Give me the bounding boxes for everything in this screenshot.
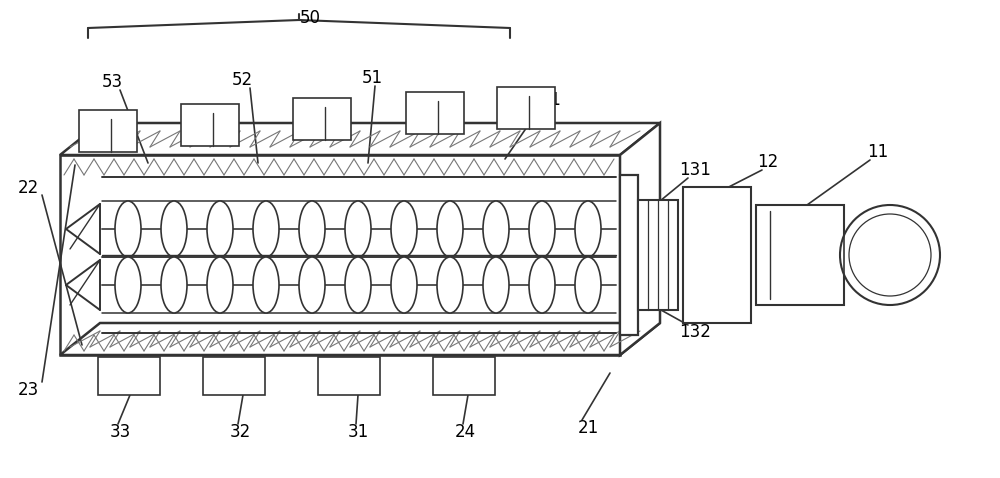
Ellipse shape (437, 257, 463, 313)
Text: 211: 211 (530, 91, 562, 109)
Ellipse shape (437, 201, 463, 257)
Text: 11: 11 (867, 143, 889, 161)
Bar (79, 110, 137, 152)
Bar (683, 187, 751, 323)
Bar (497, 87, 555, 130)
Bar (181, 104, 239, 146)
Text: 22: 22 (17, 179, 39, 197)
Bar (406, 92, 464, 134)
Bar (638, 200, 678, 310)
Ellipse shape (115, 257, 141, 313)
Ellipse shape (849, 214, 931, 296)
Ellipse shape (207, 201, 233, 257)
Bar (433, 357, 495, 395)
Ellipse shape (575, 201, 601, 257)
Text: 131: 131 (679, 161, 711, 179)
Ellipse shape (253, 257, 279, 313)
Text: 12: 12 (757, 153, 779, 171)
Ellipse shape (115, 201, 141, 257)
Ellipse shape (299, 201, 325, 257)
Polygon shape (60, 155, 620, 355)
Text: 24: 24 (454, 423, 476, 441)
Text: 21: 21 (577, 419, 599, 437)
Text: 52: 52 (231, 71, 253, 89)
Ellipse shape (529, 201, 555, 257)
Text: 23: 23 (17, 381, 39, 399)
Text: 50: 50 (300, 9, 320, 27)
Text: 51: 51 (361, 69, 383, 87)
Ellipse shape (483, 257, 509, 313)
Ellipse shape (483, 201, 509, 257)
Ellipse shape (161, 201, 187, 257)
Ellipse shape (345, 257, 371, 313)
Polygon shape (60, 123, 660, 155)
Bar (98, 357, 160, 395)
Polygon shape (620, 123, 660, 355)
Ellipse shape (529, 257, 555, 313)
Ellipse shape (161, 257, 187, 313)
Polygon shape (60, 323, 660, 355)
Bar (293, 98, 351, 140)
Ellipse shape (299, 257, 325, 313)
Ellipse shape (391, 201, 417, 257)
Bar (318, 357, 380, 395)
Bar (203, 357, 265, 395)
Ellipse shape (345, 201, 371, 257)
Bar (620, 175, 638, 335)
Ellipse shape (253, 201, 279, 257)
Text: 53: 53 (101, 73, 123, 91)
Bar (756, 205, 844, 305)
Text: 32: 32 (229, 423, 251, 441)
Ellipse shape (391, 257, 417, 313)
Ellipse shape (575, 257, 601, 313)
Text: 132: 132 (679, 323, 711, 341)
Text: 31: 31 (347, 423, 369, 441)
Ellipse shape (207, 257, 233, 313)
Text: 33: 33 (109, 423, 131, 441)
Ellipse shape (840, 205, 940, 305)
